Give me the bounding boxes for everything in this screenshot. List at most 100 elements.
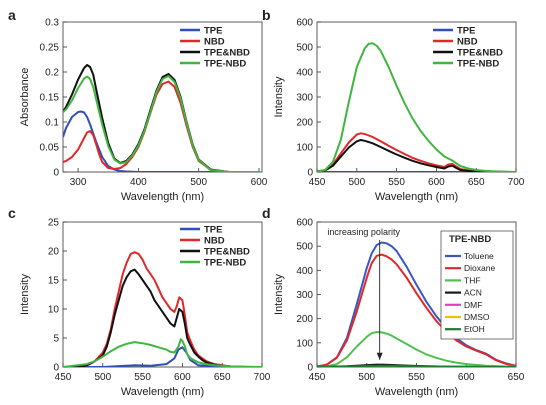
x-axis-title: Wavelength (nm) [121, 191, 204, 203]
legend-label-tpe-and-nbd: TPE&NBD [457, 48, 503, 59]
legend-label-dioxane: Dioxane [464, 263, 495, 273]
y-tick-label: 200 [296, 314, 313, 325]
y-tick-label: 10 [48, 305, 60, 316]
legend-label-tpe-nbd: TPE-NBD [204, 59, 246, 70]
legend-label-etoh: EtOH [464, 324, 485, 334]
y-tick-label: 0.15 [40, 93, 60, 104]
x-axis-title: Wavelength (nm) [375, 386, 458, 398]
y-tick-label: 0.25 [40, 43, 60, 54]
y-tick-label: 300 [296, 290, 313, 301]
plot-frame [62, 21, 263, 173]
annotation-arrowhead [376, 352, 383, 360]
legend-label-toluene: Toluene [464, 251, 494, 261]
x-tick-label: 450 [309, 177, 326, 188]
series-line-tpe-and-nbd [63, 268, 262, 367]
legend-label-nbd: NBD [457, 37, 478, 48]
y-tick-label: 300 [296, 93, 313, 104]
annotation-text: increasing polarity [327, 227, 400, 237]
legend-label-acn: ACN [464, 288, 482, 298]
panel-c: c 0 5 10 15 20 25 450 500 550 600 650 700 Wavelength … [8, 205, 271, 398]
y-tick-label: 600 [296, 18, 313, 29]
x-tick-label: 450 [55, 372, 72, 383]
x-tick-label: 500 [94, 372, 111, 383]
x-tick-label: 600 [428, 177, 445, 188]
plot-frame [62, 221, 263, 368]
panel-d: d 0 100 200 300 400 500 600 450 500 550 600 650 Wavel… [262, 205, 525, 398]
x-tick-label: 600 [251, 177, 268, 188]
legend-label-tpe: TPE [204, 225, 222, 236]
x-tick-label: 700 [508, 177, 525, 188]
x-axis-title: Wavelength (nm) [375, 191, 458, 203]
series-line-nbd [317, 132, 516, 172]
panel-label: d [262, 205, 271, 221]
x-tick-label: 650 [468, 177, 485, 188]
panel-b: b 0 100 200 300 400 500 600 450 500 550 600 650 700 Wa… [262, 7, 525, 203]
y-tick-label: 400 [296, 266, 313, 277]
y-axis-title: Intensity [273, 76, 285, 117]
y-tick-label: 15 [48, 276, 60, 287]
y-tick-label: 0 [307, 363, 313, 374]
legend-label-tpe: TPE [457, 26, 475, 37]
series-line-etoh [317, 364, 516, 367]
legend-label-thf: THF [464, 275, 481, 285]
legend-label-dmso: DMSO [464, 312, 490, 322]
legend-label-nbd: NBD [204, 37, 225, 48]
legend-box [440, 230, 514, 340]
series-line-tpe [63, 110, 259, 172]
series-line-tpe-nbd [63, 338, 262, 367]
y-tick-label: 5 [53, 334, 59, 345]
legend-label-tpe: TPE [204, 26, 222, 37]
x-tick-label: 500 [190, 177, 207, 188]
legend-title: TPE-NBD [449, 234, 491, 245]
y-tick-label: 400 [296, 68, 313, 79]
series-line-tpe [63, 346, 262, 367]
x-tick-label: 550 [134, 372, 151, 383]
y-tick-label: 100 [296, 338, 313, 349]
y-axis-title: Intensity [19, 274, 31, 315]
y-tick-label: 0.2 [45, 68, 59, 79]
x-tick-label: 650 [214, 372, 231, 383]
x-tick-label: 700 [254, 372, 271, 383]
legend-label-nbd: NBD [204, 236, 225, 247]
series-line-nbd [63, 80, 259, 172]
legend: TPE-NBD Toluene Dioxane THF ACN DMF DMSO EtOH [440, 230, 514, 340]
panel-label: a [8, 7, 16, 23]
y-tick-label: 0.1 [45, 118, 59, 129]
series-line-tpe-nbd [317, 42, 516, 172]
y-tick-label: 100 [296, 143, 313, 154]
panel-label: c [8, 205, 16, 221]
x-tick-label: 650 [508, 372, 525, 383]
x-axis-title: Wavelength (nm) [121, 386, 204, 398]
y-axis-title: Intensity [273, 274, 285, 315]
y-tick-label: 200 [296, 118, 313, 129]
y-tick-label: 25 [48, 218, 60, 229]
x-tick-label: 550 [388, 177, 405, 188]
y-tick-label: 0 [53, 363, 59, 374]
x-tick-label: 450 [309, 372, 326, 383]
legend-label-tpe-nbd: TPE-NBD [457, 59, 499, 70]
y-tick-label: 500 [296, 43, 313, 54]
series-line-tpe-and-nbd [317, 139, 516, 172]
y-axis-title: Absorbance [19, 68, 31, 127]
panel-a: a 0 0.05 0.1 0.15 0.2 0.25 0.3 300 400 500 600 Wavel… [8, 7, 268, 203]
x-tick-label: 300 [70, 177, 87, 188]
legend-label-tpe-and-nbd: TPE&NBD [204, 48, 250, 59]
legend-label-dmf: DMF [464, 300, 482, 310]
x-tick-label: 600 [458, 372, 475, 383]
x-tick-label: 550 [408, 372, 425, 383]
legend-label-tpe-nbd: TPE-NBD [204, 258, 246, 269]
y-tick-label: 600 [296, 218, 313, 229]
series-line-tpe-nbd [63, 75, 259, 172]
y-tick-label: 0 [307, 168, 313, 179]
y-tick-label: 0.3 [45, 18, 59, 29]
series-line-dioxane [317, 253, 516, 367]
x-tick-label: 500 [348, 177, 365, 188]
series-line-nbd [63, 251, 262, 367]
panel-label: b [262, 7, 271, 23]
y-tick-label: 0.05 [40, 143, 60, 154]
x-tick-label: 500 [358, 372, 375, 383]
y-tick-label: 0 [53, 168, 59, 179]
